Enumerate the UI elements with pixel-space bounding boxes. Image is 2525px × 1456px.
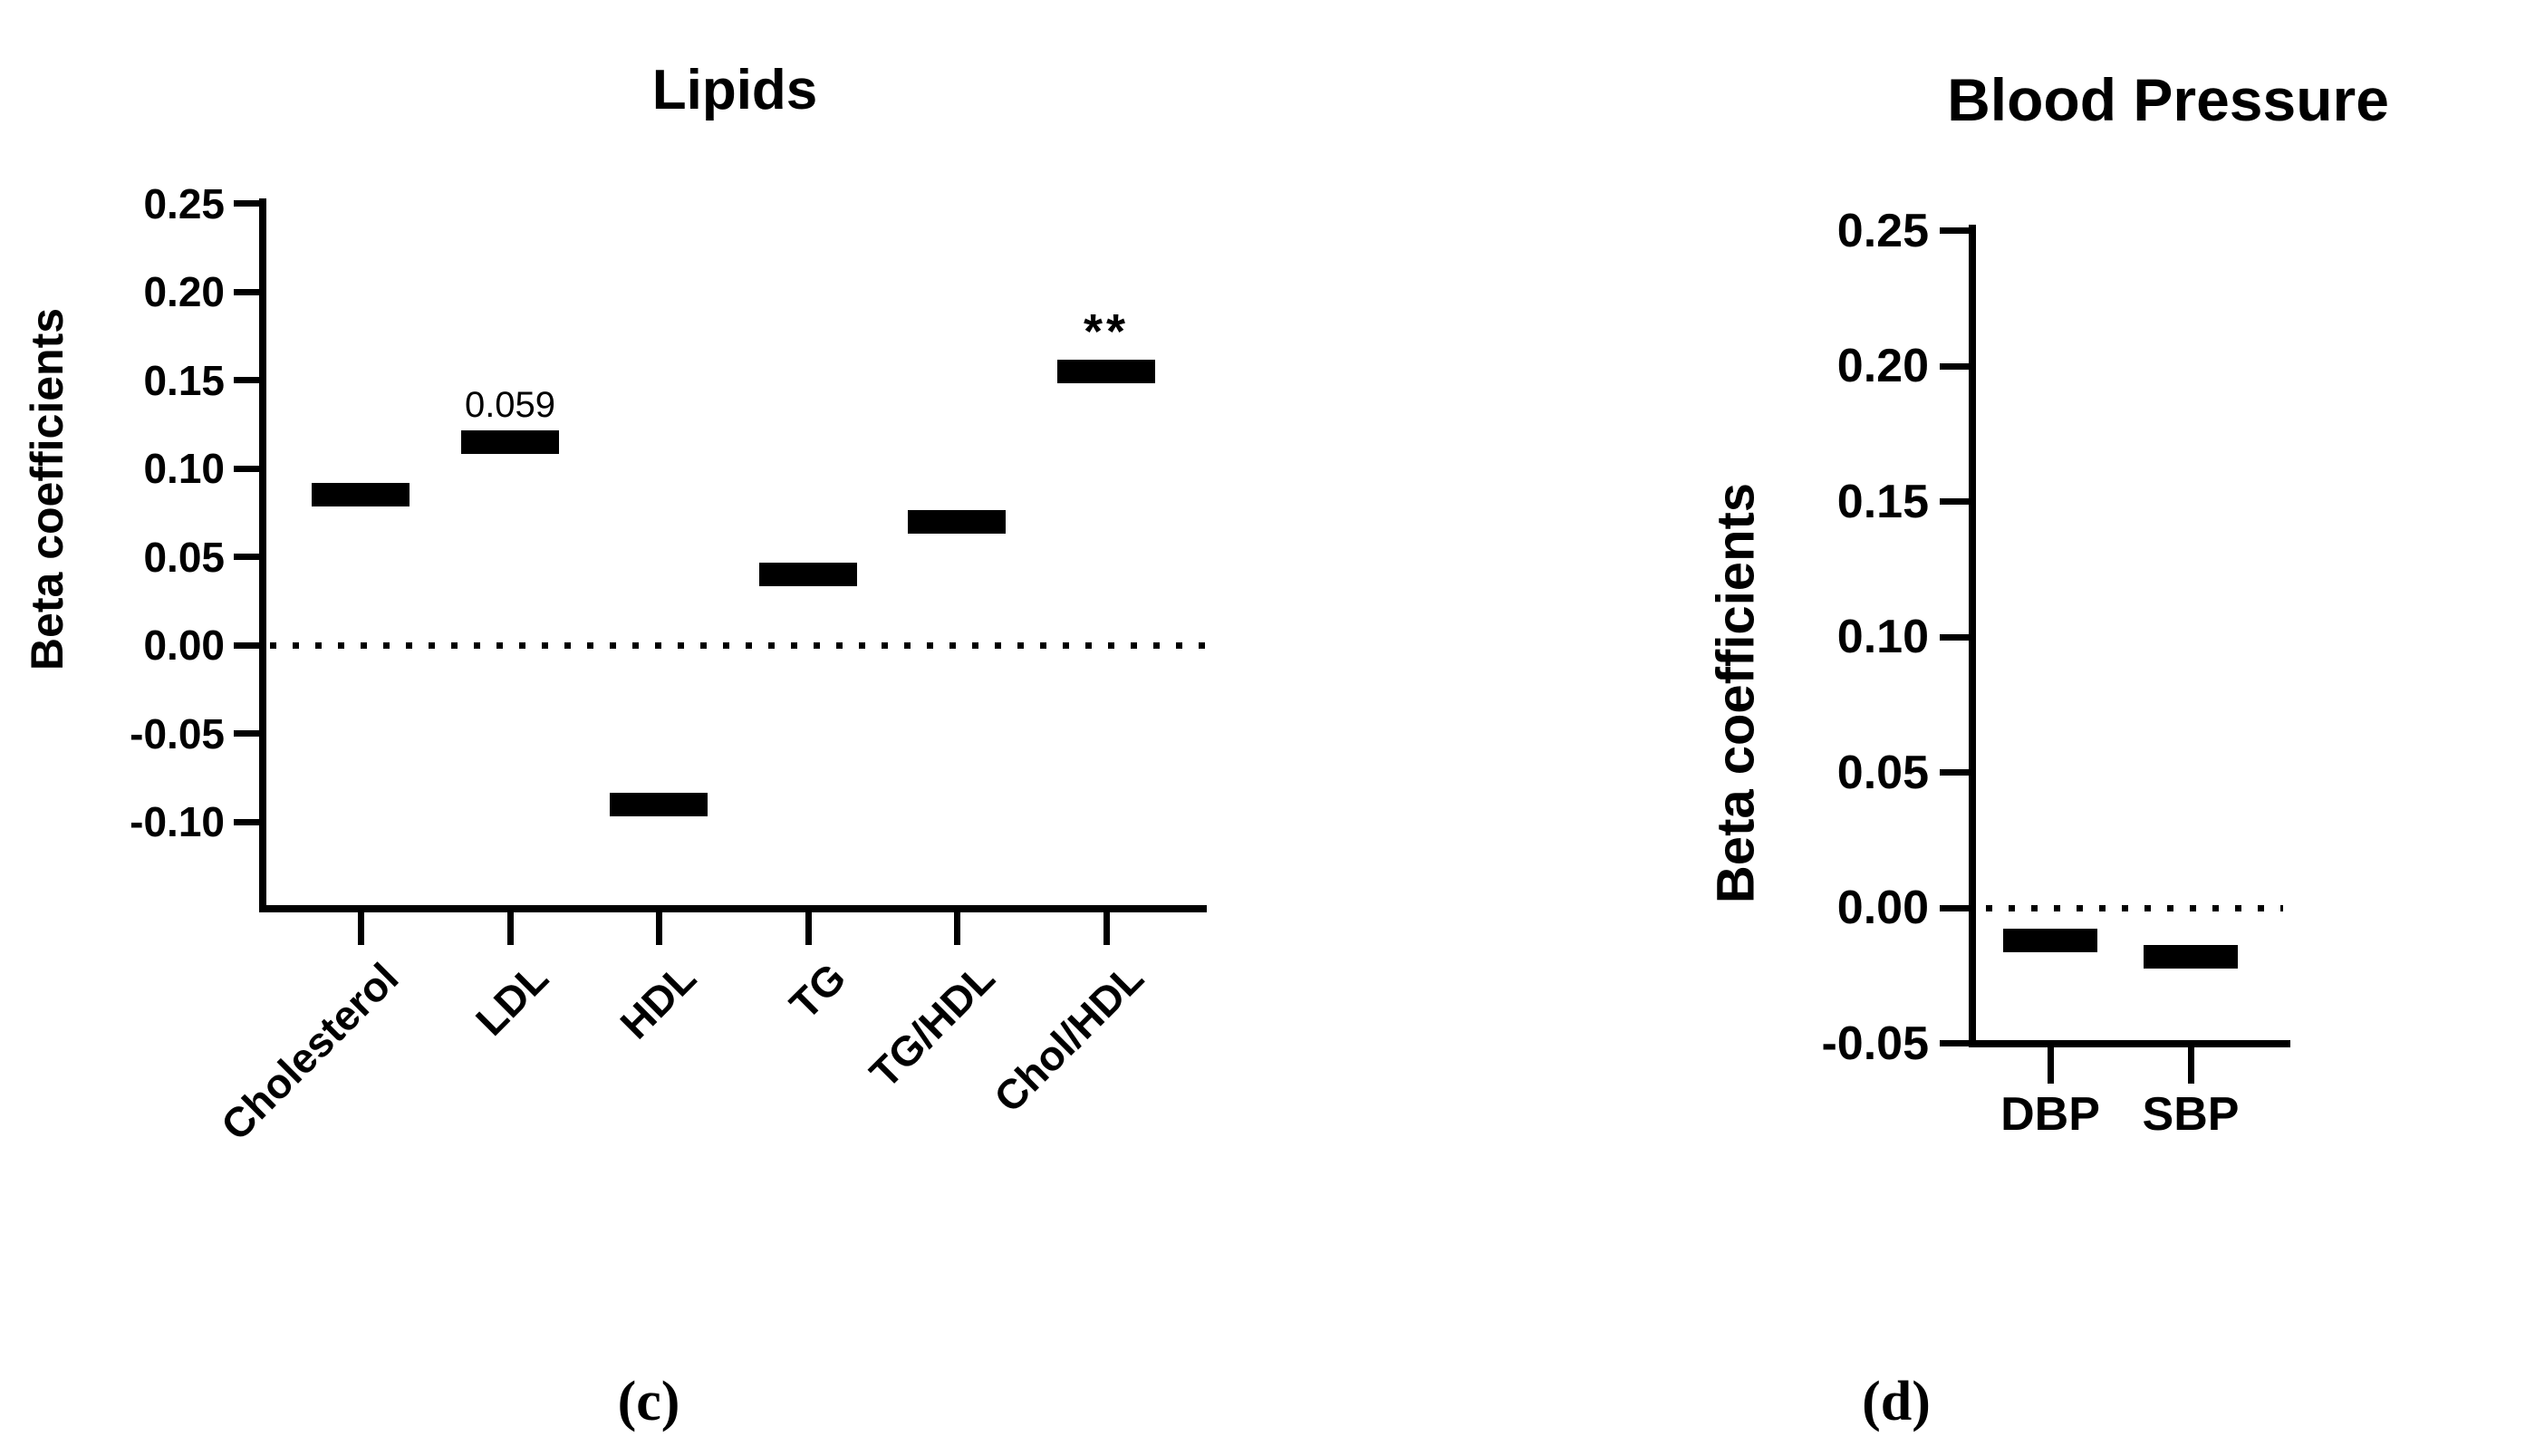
bar [759,563,857,586]
zero-dotted-line [270,641,1214,649]
x-tick [655,912,662,945]
y-tick [1940,498,1969,505]
y-tick [234,641,259,649]
x-tick [506,912,514,945]
zero-dotted-line [1986,904,2283,911]
y-tick-label: 0.15 [143,356,225,404]
y-tick-label: 0.25 [143,179,225,227]
y-tick-label: 0.25 [1836,204,1929,257]
x-tick-label: DBP [2000,1088,2100,1141]
y-tick [234,377,259,383]
x-axis-line [1969,1040,2290,1047]
annotation-p-value: 0.059 [464,384,556,425]
lipids-chart-title: Lipids [651,59,818,121]
y-tick [234,818,259,825]
bar [2003,928,2097,952]
bar [312,483,410,507]
y-tick-label: 0.20 [143,268,225,315]
y-tick-label: 0.10 [1836,611,1929,663]
y-tick-label: -0.05 [130,709,225,757]
y-tick [1940,362,1969,370]
y-tick-label: 0.05 [143,533,225,581]
x-tick [1103,912,1110,945]
y-tick-label: 0.00 [1836,882,1929,934]
panel-label-c: (c) [617,1371,680,1432]
y-tick-label: -0.05 [1821,1017,1929,1070]
y-axis-line [1969,225,1976,1047]
annotation-significance: ** [1083,304,1130,359]
y-tick [1940,1040,1969,1046]
y-tick-label: 0.05 [1836,746,1929,799]
y-tick-label: 0.20 [1836,340,1929,392]
x-tick [2047,1047,2054,1084]
bar [461,429,559,454]
y-tick [234,730,259,737]
bar [610,792,708,816]
x-tick [357,912,364,945]
x-tick-label: SBP [2142,1088,2240,1141]
y-tick [1940,769,1969,776]
y-tick-label: 0.10 [143,445,225,492]
y-tick [1940,227,1969,234]
x-tick [2187,1047,2194,1084]
y-tick [234,200,259,207]
y-tick [1940,904,1969,911]
bar [1057,359,1155,383]
y-tick [1940,633,1969,641]
y-tick [234,554,259,560]
x-tick [953,912,960,945]
y-tick-label: -0.10 [130,798,225,845]
bar [2144,944,2238,969]
y-tick-label: 0.00 [143,622,225,669]
x-tick [805,912,812,945]
x-axis-line [259,905,1207,912]
bar [908,509,1006,534]
panel-label-d: (d) [1862,1371,1931,1432]
y-tick [234,465,259,472]
y-tick [234,288,259,295]
y-tick-label: 0.15 [1836,475,1929,528]
bp-chart-title: Blood Pressure [1947,66,2389,133]
y-axis-line [259,198,266,912]
